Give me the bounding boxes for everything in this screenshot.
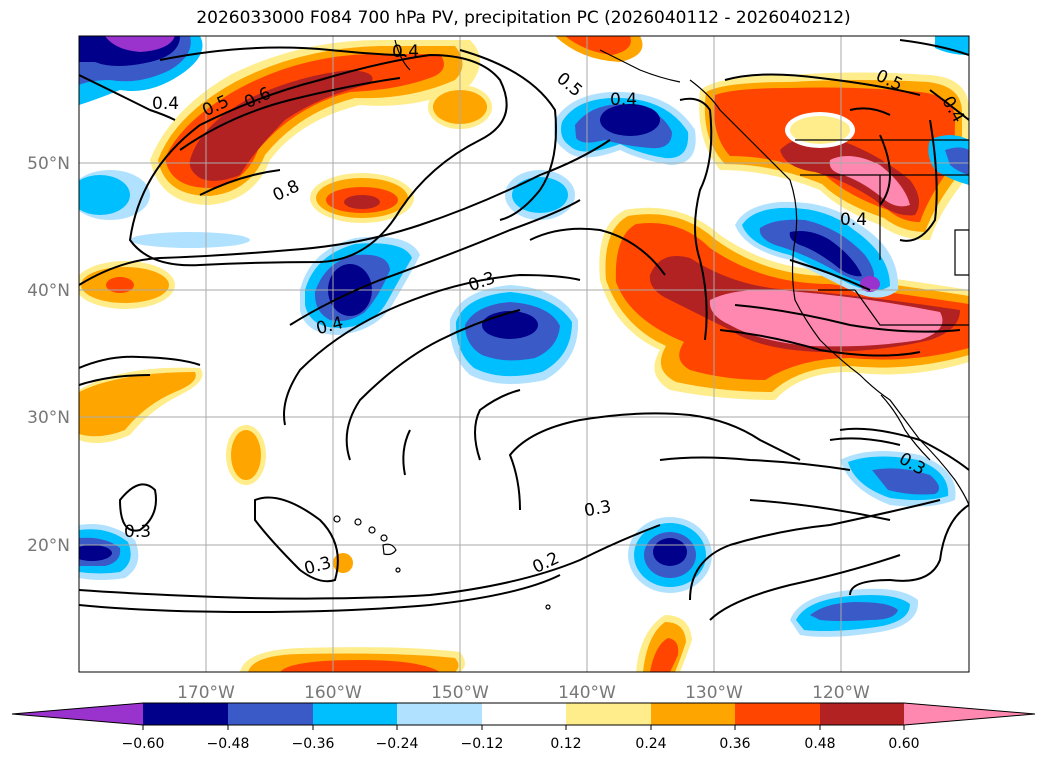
contour-label: 0.4 (392, 42, 419, 62)
gridlines (79, 36, 969, 672)
precip-neg-area (600, 104, 660, 136)
colorbar-extend-min (12, 703, 143, 725)
contour-label: 0.3 (124, 522, 151, 542)
lon-tick-label: 160°W (304, 683, 362, 703)
contour-label: 0.3 (583, 497, 613, 521)
colorbar-tick-label: 0.36 (719, 736, 750, 752)
colorbar-segment (566, 703, 651, 725)
precip-neg-area (945, 147, 969, 175)
precip-neg-area (810, 602, 898, 621)
colorbar: −0.60 −0.48 −0.36 −0.24 −0.12 0.12 0.24 … (11, 702, 1036, 752)
colorbar-tick-label: 0.12 (550, 736, 581, 752)
precip-pos-area (565, 36, 631, 55)
colorbar-segment (313, 703, 397, 725)
precip-neg-area (79, 545, 112, 561)
pv-contours (79, 39, 969, 621)
lon-tick-label: 130°W (685, 683, 743, 703)
colorbar-segment (482, 703, 566, 725)
lat-tick-label: 20°N (27, 536, 70, 556)
lon-tick-label: 150°W (431, 683, 489, 703)
colorbar-segment (228, 703, 313, 725)
colorbar-segment (651, 703, 735, 725)
colorbar-tick-label: −0.60 (122, 736, 165, 752)
colorbar-tick-label: 0.48 (804, 736, 835, 752)
lat-tick-label: 50°N (27, 154, 70, 174)
precip-pos-area (829, 156, 910, 207)
precip-neg-area (872, 468, 939, 495)
colorbar-extend-max (904, 703, 1035, 725)
lat-tick-labels: 50°N 40°N 30°N 20°N (27, 154, 70, 556)
lon-tick-labels: 170°W 160°W 150°W 140°W 130°W 120°W (177, 683, 870, 703)
precipitation-fill (79, 36, 969, 672)
precip-pos-area (790, 116, 850, 144)
precip-pos-area (333, 553, 353, 573)
colorbar-tick-label: −0.36 (292, 736, 335, 752)
precip-pos-area (344, 195, 380, 209)
colorbar-tick-label: −0.48 (207, 736, 250, 752)
precip-pos-area (709, 289, 943, 347)
contour-label: 0.4 (610, 90, 637, 110)
colorbar-segment (820, 703, 904, 725)
colorbar-tick-label: 0.24 (635, 736, 666, 752)
precip-neg-area (789, 231, 862, 277)
precip-pos-area (280, 660, 440, 672)
precip-pos-area (231, 430, 261, 480)
precip-neg-area (130, 232, 250, 248)
precip-pos-area (650, 638, 679, 672)
lat-tick-label: 30°N (27, 408, 70, 428)
colorbar-tick-label: −0.24 (376, 736, 419, 752)
colorbar-segment (143, 703, 228, 725)
colorbar-segment (397, 703, 482, 725)
precip-neg-area (512, 177, 568, 213)
precip-pos-area (106, 277, 134, 293)
precip-neg-area (79, 175, 130, 215)
colorbar-tick-label: 0.60 (888, 736, 919, 752)
map-title: 2026033000 F084 700 hPa PV, precipitatio… (196, 8, 851, 28)
precip-pos-area (79, 372, 196, 437)
lon-tick-label: 120°W (812, 683, 870, 703)
contour-label: 0.4 (152, 94, 179, 114)
lat-tick-label: 40°N (27, 281, 70, 301)
colorbar-segment (735, 703, 820, 725)
lon-tick-label: 140°W (558, 683, 616, 703)
colorbar-tick-label: −0.12 (461, 736, 504, 752)
precip-neg-area (935, 36, 969, 55)
contour-label: 0.4 (840, 210, 867, 230)
precip-neg-area (653, 538, 687, 566)
precip-pos-area (189, 70, 373, 181)
map-frame (78, 35, 970, 673)
precip-neg-area (482, 311, 538, 339)
lon-tick-label: 170°W (177, 683, 235, 703)
precip-neg-area (105, 36, 175, 52)
